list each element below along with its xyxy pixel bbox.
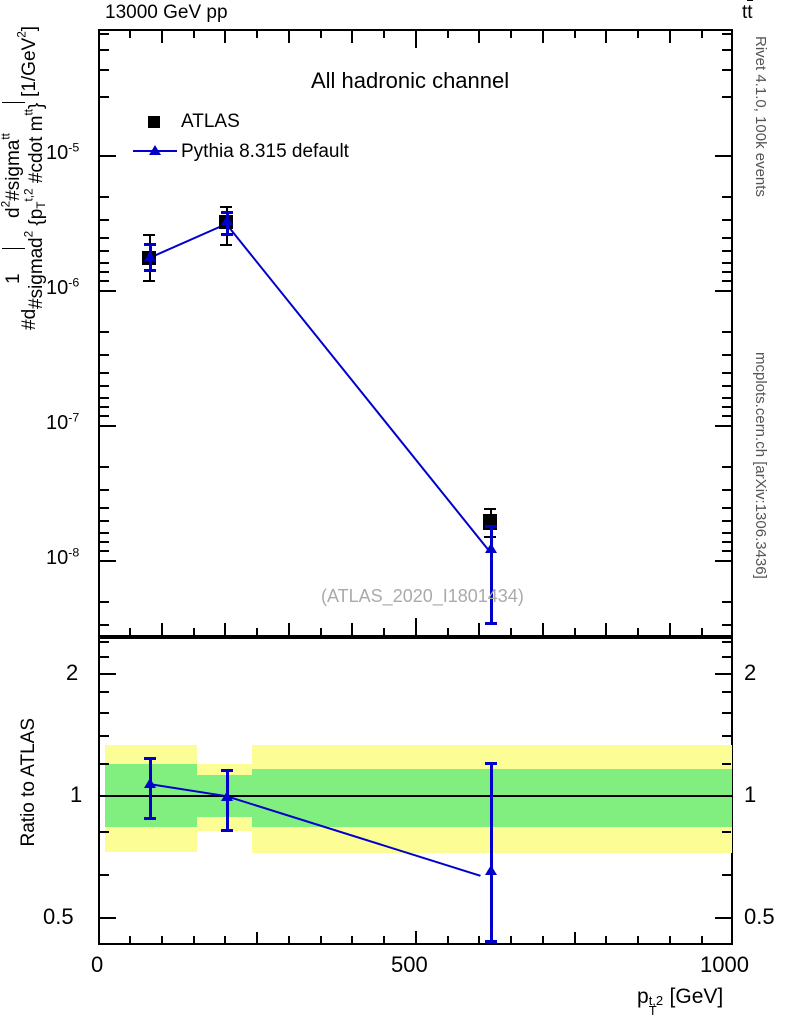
ylabel-frac-2: d2#sigmatt d2 {pTt,2 #cdot mtt} — [0, 102, 48, 248]
data-errorbar-cap — [220, 244, 232, 246]
xtick-label-500: 500 — [391, 952, 428, 977]
legend-label-atlas: ATLAS — [181, 111, 240, 132]
ratio-ytick-label-1: 1 — [70, 782, 83, 807]
analysis-id-watermark: (ATLAS_2020_I1801434) — [321, 586, 524, 606]
process-t2-overline: t — [747, 0, 753, 23]
mc-errorbar-cap — [221, 233, 233, 236]
ratio-errorbar-cap — [221, 769, 233, 772]
ratio-yaxis-title: Ratio to ATLAS — [18, 718, 39, 847]
ratio-marker-triangle — [485, 865, 497, 875]
xtick-label-0: 0 — [91, 952, 104, 977]
ylabel-units: [1/GeV — [19, 37, 41, 103]
data-errorbar-cap — [220, 206, 232, 208]
ytick-exponent: -6 — [68, 275, 80, 290]
ytick-exponent: -8 — [68, 545, 80, 560]
main-ytick-label-0: 10-5 — [46, 140, 80, 165]
rivet-version-label: Rivet 4.1.0, 100k events — [752, 36, 769, 197]
main-ytick-label-2: 10-7 — [46, 410, 80, 435]
beam-energy-label: 13000 GeV pp — [105, 2, 228, 23]
ratio-ytick-label-right-0p5: 0.5 — [744, 904, 775, 929]
main-yaxis-title: #d 1 #sigma d2#sigmatt d2 {pTt,2 #cdot mtt} … — [0, 25, 48, 330]
ylabel-prefix: #d — [19, 308, 41, 330]
ratio-marker-triangle — [144, 778, 156, 788]
main-ytick-label-3: 10-8 — [46, 545, 80, 570]
ratio-errorbar — [149, 757, 152, 819]
ratio-errorbar — [490, 762, 493, 942]
ratio-errorbar-cap — [485, 940, 497, 943]
ylabel-frac2-den: d2 {pTt,2 #cdot mtt} — [22, 102, 48, 248]
ytick-mantissa: 10 — [46, 277, 69, 299]
ytick-mantissa: 10 — [46, 547, 69, 569]
legend-marker-pythia — [149, 145, 161, 155]
mc-errorbar — [490, 525, 493, 625]
mc-errorbar-cap — [144, 243, 156, 246]
data-errorbar-cap — [143, 280, 155, 282]
ytick-exponent: -7 — [68, 410, 80, 425]
main-ytick-label-1: 10-6 — [46, 275, 80, 300]
ratio-ytick-label-right-1: 1 — [744, 782, 757, 807]
ylabel-frac2-num: d2#sigmatt — [0, 102, 25, 248]
xtick-label-1000: 1000 — [700, 952, 749, 977]
mc-errorbar-cap — [485, 525, 497, 528]
ratio-errorbar-cap — [144, 757, 156, 760]
ytick-mantissa: 10 — [46, 142, 69, 164]
mc-errorbar-cap — [221, 211, 233, 214]
mc-marker-triangle — [144, 251, 156, 261]
legend-marker-atlas — [148, 116, 160, 128]
ratio-ytick-label-0p5: 0.5 — [43, 904, 74, 929]
mc-errorbar-cap — [144, 269, 156, 272]
mc-errorbar-cap — [485, 622, 497, 625]
legend-label-pythia: Pythia 8.315 default — [181, 141, 349, 162]
ratio-ytick-label-2: 2 — [66, 660, 79, 685]
mc-marker-triangle — [221, 215, 233, 225]
xaxis-title-p: p — [637, 985, 649, 1008]
ratio-errorbar-cap — [485, 762, 497, 765]
ratio-errorbar-cap — [221, 829, 233, 832]
process-t1: t — [742, 2, 748, 23]
main-plot-title: All hadronic channel — [311, 68, 510, 93]
ratio-reference-line — [99, 795, 732, 797]
data-errorbar-cap — [143, 234, 155, 236]
data-errorbar-cap — [484, 508, 496, 510]
ylabel-frac-1: 1 #sigma — [2, 247, 47, 309]
mc-marker-triangle — [485, 543, 497, 553]
mcplots-citation-label: mcplots.cern.ch [arXiv:1306.3436] — [752, 352, 769, 579]
xaxis-title-unit: [GeV] — [663, 985, 724, 1008]
xaxis-title: p t,2 T [GeV] — [637, 985, 724, 1018]
ratio-marker-triangle — [221, 791, 233, 801]
ytick-mantissa: 10 — [46, 412, 69, 434]
ratio-ytick-label-right-2: 2 — [744, 660, 757, 685]
main-plot-frame — [98, 29, 733, 637]
ratio-errorbar-cap — [144, 817, 156, 820]
ytick-exponent: -5 — [68, 140, 80, 155]
